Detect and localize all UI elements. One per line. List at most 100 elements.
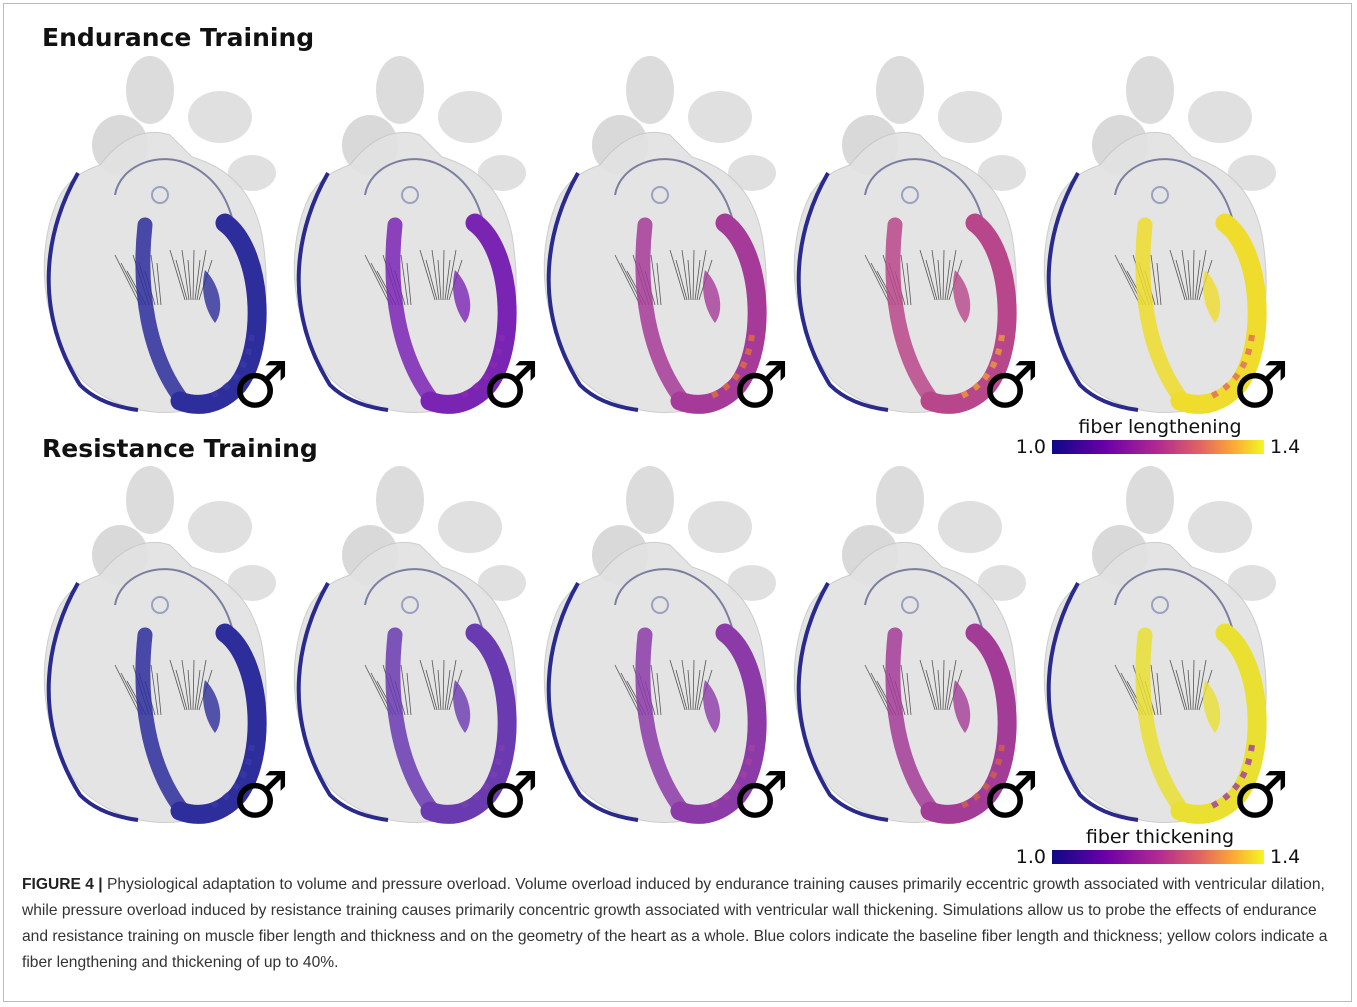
- chorda: [614, 664, 641, 716]
- vessel: [1228, 155, 1276, 191]
- vessel: [438, 501, 502, 553]
- rv-wall: [46, 582, 139, 822]
- chorda: [944, 669, 951, 711]
- lv-wall: [170, 213, 267, 414]
- lv-wall-accent: [458, 744, 505, 810]
- chorda: [446, 659, 457, 711]
- vessel: [938, 91, 1002, 143]
- papillary: [1203, 270, 1221, 323]
- chorda: [687, 669, 692, 711]
- vessel: [228, 155, 276, 191]
- atrium-line: [114, 568, 236, 641]
- heart: ♂: [793, 466, 1039, 833]
- chorda: [694, 259, 701, 301]
- vessel: [188, 501, 252, 553]
- colorbar-max: 1.4: [1270, 846, 1300, 868]
- septum: [885, 217, 940, 408]
- vessel: [1126, 56, 1174, 124]
- chorda: [650, 254, 659, 306]
- chorda: [400, 254, 409, 306]
- chorda: [1192, 249, 1195, 301]
- figure: Endurance Training Resistance Training ♂…: [42, 23, 1300, 868]
- chorda: [650, 664, 659, 716]
- atrium-line: [364, 158, 486, 231]
- rv-wall: [296, 172, 389, 412]
- vessel: [126, 466, 174, 534]
- chorda: [681, 659, 690, 711]
- row-title: Endurance Training: [42, 23, 314, 52]
- vessel: [688, 501, 752, 553]
- lv-wall-accent: [958, 334, 1005, 400]
- lv-wall: [1170, 213, 1267, 414]
- atrium-line: [864, 568, 986, 641]
- chorda: [1194, 669, 1201, 711]
- heart: ♂: [293, 56, 539, 423]
- male-symbol: ♂: [982, 759, 1039, 833]
- chorda: [946, 249, 957, 301]
- septum: [635, 217, 690, 408]
- chorda: [931, 659, 940, 711]
- chorda: [906, 262, 912, 306]
- valve: [901, 596, 919, 614]
- chorda: [864, 254, 891, 306]
- chorda: [406, 672, 412, 716]
- chorda: [900, 254, 909, 306]
- hearts: ♂ ♂ ♂ ♂ ♂ ♂ ♂ ♂ ♂ ♂: [43, 56, 1289, 833]
- chorda: [1150, 664, 1159, 716]
- chorda: [181, 249, 190, 301]
- chorda: [150, 664, 159, 716]
- lv-wall-accent: [708, 334, 755, 400]
- valve: [1151, 596, 1169, 614]
- chorda: [406, 262, 412, 306]
- rv-wall: [1046, 582, 1139, 822]
- chorda: [692, 249, 695, 301]
- atrium-line: [1114, 158, 1236, 231]
- chorda: [437, 259, 442, 301]
- chorda: [1192, 659, 1195, 711]
- vessel: [978, 155, 1026, 191]
- caption-label: FIGURE 4 |: [22, 876, 103, 893]
- chorda: [931, 249, 940, 301]
- chorda: [946, 659, 957, 711]
- vessel: [228, 565, 276, 601]
- chorda: [919, 249, 936, 301]
- vessel: [478, 565, 526, 601]
- rv-wall: [796, 172, 889, 412]
- septum: [135, 217, 190, 408]
- colorbar-max: 1.4: [1270, 436, 1300, 458]
- heart: ♂: [43, 56, 289, 423]
- chorda: [919, 659, 936, 711]
- chorda: [1114, 254, 1141, 306]
- lv-wall: [670, 623, 767, 824]
- chorda: [425, 669, 438, 711]
- papillary: [453, 270, 471, 323]
- vessel: [126, 56, 174, 124]
- chorda: [696, 249, 707, 301]
- papillary: [953, 680, 971, 733]
- septum: [885, 627, 940, 818]
- lv-wall: [170, 623, 267, 824]
- lv-wall-accent: [208, 334, 255, 400]
- rv-wall: [546, 582, 639, 822]
- rv-wall: [796, 582, 889, 822]
- chorda: [942, 249, 945, 301]
- chorda: [169, 659, 186, 711]
- chorda: [906, 672, 912, 716]
- chorda: [181, 659, 190, 711]
- colorbar-min: 1.0: [1016, 436, 1046, 458]
- vessel: [1188, 91, 1252, 143]
- vessel: [876, 466, 924, 534]
- male-symbol: ♂: [732, 759, 789, 833]
- valve: [651, 186, 669, 204]
- chorda: [1196, 659, 1207, 711]
- chorda: [1114, 664, 1141, 716]
- male-symbol: ♂: [232, 759, 289, 833]
- chorda: [419, 659, 436, 711]
- male-symbol: ♂: [982, 349, 1039, 423]
- rv-wall: [46, 172, 139, 412]
- chorda: [444, 259, 451, 301]
- chorda: [442, 659, 445, 711]
- rv-wall: [546, 172, 639, 412]
- chorda: [1194, 259, 1201, 301]
